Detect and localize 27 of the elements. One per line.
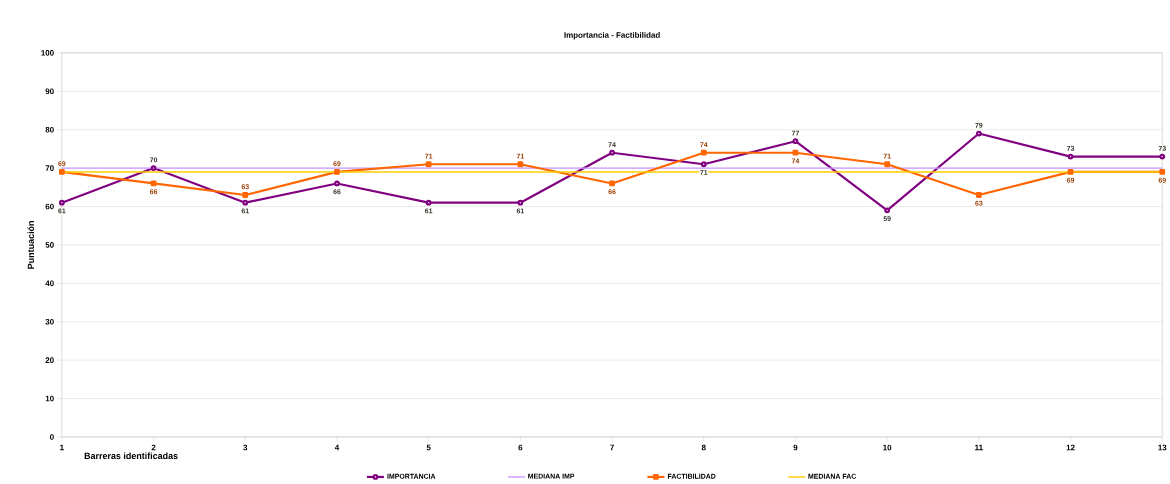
point xyxy=(1067,169,1074,175)
point xyxy=(242,199,249,206)
point xyxy=(517,161,524,168)
point xyxy=(700,149,707,156)
point xyxy=(242,192,249,198)
point xyxy=(150,165,157,171)
point xyxy=(425,161,432,168)
point xyxy=(700,161,707,168)
point xyxy=(792,149,799,156)
point xyxy=(975,130,982,137)
point xyxy=(792,138,799,145)
point xyxy=(1159,153,1166,160)
point xyxy=(1159,169,1166,175)
point xyxy=(517,199,524,206)
point xyxy=(609,180,615,187)
point xyxy=(884,207,891,214)
point xyxy=(58,199,65,206)
x-axis-title: Barreras identificadas xyxy=(84,452,178,459)
point xyxy=(425,199,432,206)
point xyxy=(1067,153,1074,160)
point xyxy=(58,169,65,175)
point xyxy=(609,149,615,156)
y-axis-title: Puntuación xyxy=(27,221,35,269)
point xyxy=(884,161,891,168)
point xyxy=(334,169,340,175)
point xyxy=(334,180,340,187)
point xyxy=(975,192,982,198)
